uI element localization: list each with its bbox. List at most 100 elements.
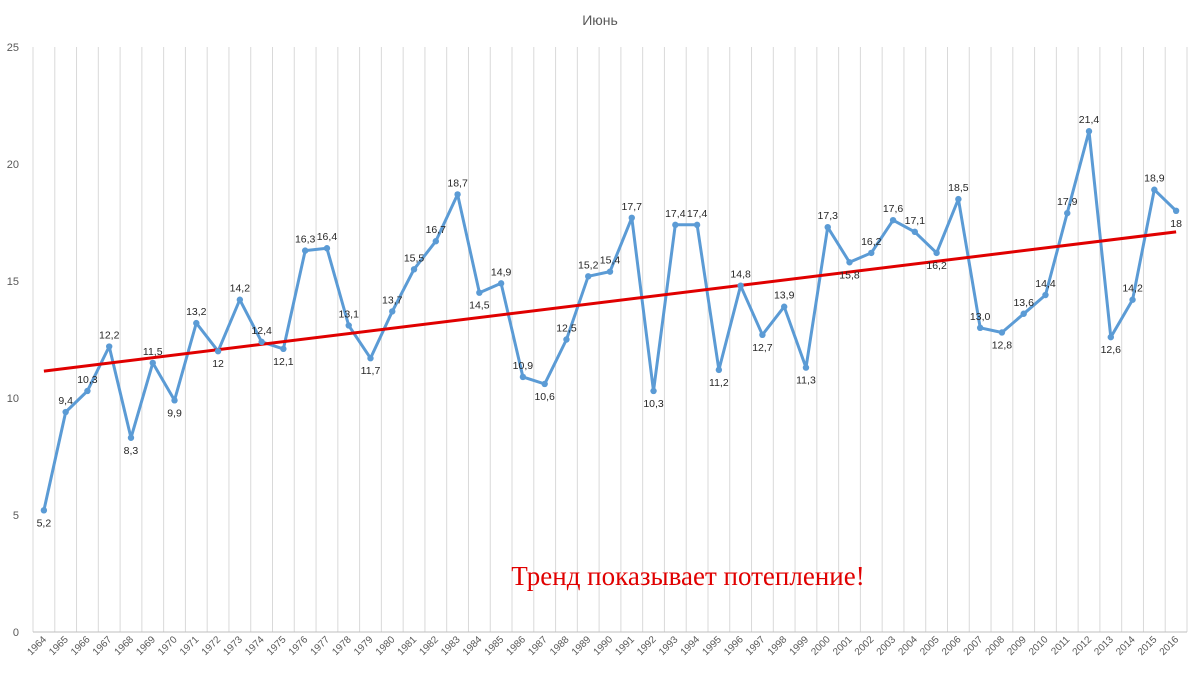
data-point [1020,310,1027,317]
data-point [541,380,548,388]
data-point [106,343,113,350]
data-label: 17,9 [1057,196,1078,208]
x-tick-label: 1980 [374,634,398,658]
y-tick-label: 25 [7,42,19,54]
data-label: 12,8 [992,339,1013,351]
data-point [323,245,331,252]
data-label: 13,9 [774,290,795,302]
y-tick-label: 0 [13,627,19,639]
data-label: 10,3 [643,398,664,410]
data-point [280,345,287,353]
x-tick-label: 1977 [309,634,333,658]
data-label: 12,4 [251,325,272,337]
trend-annotation: Тренд показывает потепление! [511,561,864,591]
data-point [976,324,984,331]
data-label: 16,7 [426,224,447,236]
x-tick-label: 2005 [918,634,942,658]
data-label: 10,6 [534,391,555,403]
data-point [519,373,527,381]
data-point [389,308,396,315]
data-label: 13,6 [1013,297,1034,309]
data-point [889,216,897,224]
data-label: 14,8 [730,269,751,281]
data-point [476,289,483,296]
data-point [84,387,91,395]
y-tick-label: 20 [7,159,19,171]
x-tick-label: 2012 [1071,634,1095,658]
x-tick-label: 2004 [896,634,920,658]
data-label: 14,2 [230,283,251,295]
data-point [497,280,505,287]
data-label: 18 [1170,218,1182,230]
data-label: 15,2 [578,259,599,271]
data-point [1042,291,1049,299]
data-label: 18,5 [948,182,969,194]
x-tick-label: 1983 [439,634,463,658]
data-label: 18,7 [447,177,468,189]
data-point [759,331,766,339]
data-point [780,303,788,310]
data-label: 14,2 [1122,283,1143,295]
data-label: 16,3 [295,234,316,246]
data-point [454,191,461,198]
data-label: 11,5 [143,346,163,358]
x-tick-label: 1991 [613,634,637,658]
x-tick-label: 1969 [134,634,158,658]
x-tick-label: 1987 [526,634,550,658]
data-label: 17,6 [883,203,904,215]
data-point [40,507,48,514]
y-tick-label: 10 [7,393,19,405]
data-point [345,322,352,329]
data-label: 15,5 [404,252,425,264]
data-label: 17,7 [622,201,643,213]
data-point [955,195,962,203]
x-tick-label: 1999 [788,634,812,658]
data-label: 16,2 [926,260,947,272]
data-label: 13,2 [186,306,207,318]
data-point [911,228,919,236]
x-tick-label: 2003 [875,634,899,658]
data-label: 16,4 [317,231,338,243]
data-point [1085,128,1093,135]
series-line [42,129,1178,511]
data-point [1129,296,1136,303]
x-tick-label: 1976 [287,634,311,658]
x-tick-label: 1994 [679,634,703,658]
data-label: 10,9 [513,360,534,372]
x-tick-label: 2008 [984,634,1008,658]
data-point [1172,207,1180,214]
y-tick-label: 5 [13,510,19,522]
x-tick-label: 1965 [47,634,71,658]
data-label: 12,6 [1101,344,1122,356]
chart-title: Июнь [582,12,618,28]
data-label: 11,2 [709,377,729,389]
x-tick-label: 1972 [200,634,224,658]
data-point [258,338,265,346]
data-label: 14,4 [1035,278,1056,290]
data-label: 11,3 [796,375,816,387]
x-tick-label: 2015 [1136,634,1160,658]
x-tick-label: 1985 [483,634,507,658]
x-tick-label: 2014 [1114,634,1138,658]
data-point [367,355,374,362]
data-point [410,266,418,273]
data-point [585,273,592,280]
x-tick-label: 1967 [91,634,115,658]
data-point [432,238,440,245]
data-point [737,282,744,289]
trend-line [43,230,1177,373]
x-tick-label: 1996 [722,634,746,658]
data-point [824,223,831,231]
data-point [672,221,679,229]
x-tick-label: 1974 [243,634,267,658]
x-tick-label: 1998 [766,634,790,658]
data-point [1107,333,1114,341]
data-point [650,387,657,395]
data-point [715,366,723,374]
x-tick-label: 1988 [548,634,572,658]
data-label: 14,9 [491,266,512,278]
data-point [846,259,853,266]
x-tick-label: 1970 [156,634,180,658]
x-tick-label: 2002 [853,634,877,658]
data-label: 9,9 [167,407,182,419]
